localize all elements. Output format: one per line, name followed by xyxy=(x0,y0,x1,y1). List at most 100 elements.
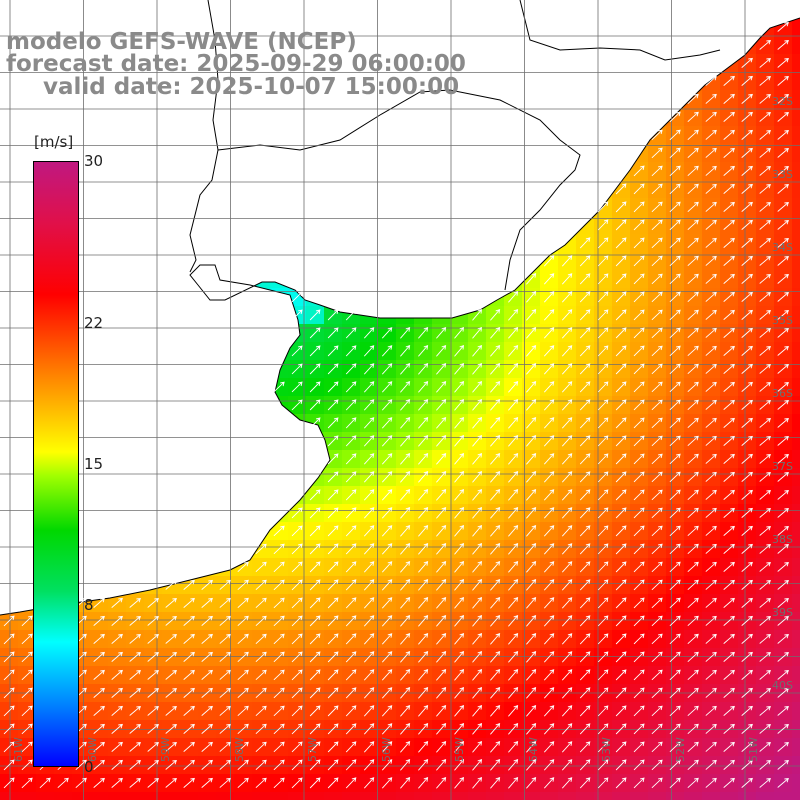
wind-arrow xyxy=(454,453,465,465)
wind-arrow xyxy=(436,435,447,447)
wind-arrow xyxy=(93,759,105,770)
wind-arrow xyxy=(291,669,303,681)
wind-arrow xyxy=(363,399,375,411)
wind-arrow xyxy=(777,345,789,356)
wind-arrow xyxy=(723,723,735,734)
wind-arrow xyxy=(705,183,717,194)
wind-arrow xyxy=(237,633,249,645)
title-model: modelo GEFS-WAVE (NCEP) xyxy=(6,29,357,55)
wind-arrow xyxy=(400,705,411,717)
wind-arrow xyxy=(472,345,483,357)
wind-arrow xyxy=(201,687,213,698)
wind-arrow xyxy=(309,417,321,429)
wind-arrow xyxy=(490,561,501,573)
wind-arrow xyxy=(543,723,555,735)
wind-arrow xyxy=(777,255,789,266)
wind-arrow xyxy=(633,345,645,357)
wind-arrow xyxy=(759,93,771,104)
wind-arrow xyxy=(633,327,645,339)
wind-arrow xyxy=(363,723,375,735)
wind-arrow xyxy=(687,489,699,501)
field-cell xyxy=(792,576,800,595)
wind-arrow xyxy=(705,489,717,500)
wind-arrow xyxy=(400,417,411,429)
wind-arrow xyxy=(561,705,573,717)
wind-arrow xyxy=(147,759,159,770)
coastline-main xyxy=(0,17,800,616)
wind-arrow xyxy=(687,759,699,771)
wind-arrow xyxy=(219,723,231,734)
wind-arrow xyxy=(490,705,501,717)
wind-arrow xyxy=(327,669,339,681)
wind-arrow xyxy=(273,525,285,537)
wind-arrow xyxy=(741,381,753,392)
wind-arrow xyxy=(93,669,105,680)
field-cell xyxy=(792,18,800,37)
field-cell xyxy=(630,792,649,800)
wind-arrow xyxy=(454,345,465,357)
wind-arrow xyxy=(147,633,159,644)
wind-arrow xyxy=(741,615,753,626)
field-cell xyxy=(792,216,800,235)
wind-arrow xyxy=(723,345,735,356)
wind-arrow xyxy=(400,543,411,555)
wind-arrow xyxy=(723,615,735,626)
wind-arrow xyxy=(400,507,411,519)
wind-arrow xyxy=(291,615,303,627)
wind-arrow xyxy=(454,777,465,789)
wind-arrow xyxy=(454,687,465,699)
wind-arrow xyxy=(615,471,627,483)
field-cell xyxy=(792,180,800,199)
wind-arrow xyxy=(687,147,699,159)
wind-arrow xyxy=(669,381,681,393)
wind-arrow xyxy=(490,777,501,789)
field-cell xyxy=(792,558,800,577)
coastline xyxy=(0,0,800,616)
wind-arrow xyxy=(597,777,609,789)
field-cell xyxy=(792,252,800,271)
field-cell xyxy=(414,792,433,800)
wind-arrow xyxy=(543,255,555,267)
wind-arrow xyxy=(669,201,681,213)
wind-arrow xyxy=(418,507,429,519)
wind-arrow xyxy=(508,489,519,501)
field-cell xyxy=(198,792,217,800)
wind-arrow xyxy=(777,525,789,536)
field-cell xyxy=(450,792,469,800)
wind-arrow xyxy=(111,723,123,734)
wind-arrow xyxy=(723,255,735,266)
wind-arrow xyxy=(543,327,555,339)
wind-arrow xyxy=(381,651,393,663)
wind-arrow xyxy=(723,597,735,608)
wind-arrow xyxy=(651,381,663,393)
wind-arrow xyxy=(237,615,249,627)
wind-arrow xyxy=(183,597,195,608)
wind-arrow xyxy=(687,93,699,105)
wind-arrow xyxy=(669,363,681,375)
wind-arrow xyxy=(669,111,681,123)
wind-arrow xyxy=(669,219,681,231)
wind-arrow xyxy=(363,471,375,483)
wind-arrow xyxy=(111,669,123,680)
wind-arrow xyxy=(454,597,465,609)
wind-arrow xyxy=(651,453,663,465)
wind-arrow xyxy=(741,633,753,644)
field-cell xyxy=(306,792,325,800)
wind-arrow xyxy=(651,345,663,357)
wind-arrow xyxy=(741,327,753,338)
wind-arrow xyxy=(201,669,213,680)
wind-arrow xyxy=(291,399,303,411)
wind-arrow xyxy=(687,363,699,375)
wind-arrow xyxy=(543,525,555,537)
wind-arrow xyxy=(345,327,357,339)
wind-arrow xyxy=(705,471,717,482)
wind-arrow xyxy=(111,705,123,716)
wind-arrow xyxy=(759,615,771,626)
wind-arrow xyxy=(490,525,501,537)
wind-arrow xyxy=(183,705,195,716)
wind-arrow xyxy=(508,399,519,411)
wind-arrow xyxy=(633,651,645,663)
wind-arrow xyxy=(291,363,303,375)
wind-arrow xyxy=(147,741,159,752)
wind-arrow xyxy=(273,651,285,663)
